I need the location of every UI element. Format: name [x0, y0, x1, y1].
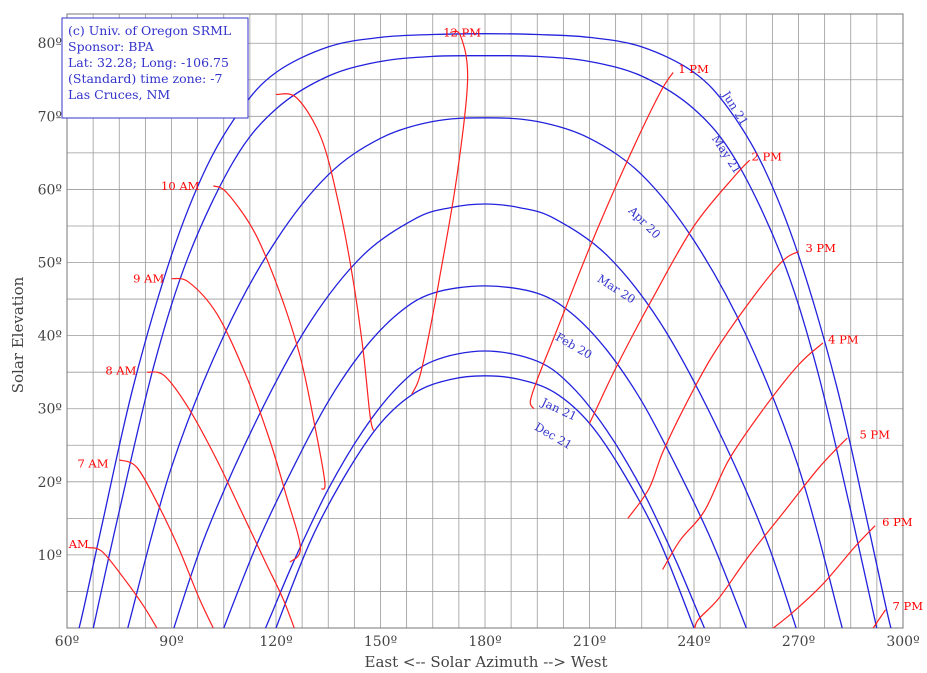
- hour-label-12-pm: 12 PM: [443, 25, 481, 39]
- hour-line-2-pm: [588, 159, 751, 424]
- x-tick-label: 210º: [573, 634, 606, 650]
- hour-line-10-am: [213, 185, 326, 490]
- date-line-jun-21: [78, 33, 892, 628]
- x-tick-label: 300º: [886, 634, 919, 650]
- hour-label-10-am: 10 AM: [161, 179, 200, 193]
- y-tick-label: 30º: [38, 402, 62, 418]
- hour-label-3-pm: 3 PM: [805, 241, 836, 255]
- hour-line-12-pm: [411, 30, 469, 395]
- date-line-apr-20: [127, 117, 843, 628]
- y-axis-title: Solar Elevation: [9, 276, 27, 393]
- x-tick-label: 120º: [259, 634, 292, 650]
- hour-line-3-pm: [627, 251, 799, 519]
- date-line-jan-21: [264, 350, 706, 628]
- plot-border: [66, 13, 904, 629]
- hour-line-1-pm: [529, 72, 674, 410]
- x-tick-label: 90º: [159, 634, 183, 650]
- hour-label-6-am: AM: [68, 537, 89, 551]
- x-tick-label: 60º: [55, 634, 79, 650]
- date-lines: [78, 33, 892, 628]
- hour-label-2-pm: 2 PM: [751, 150, 782, 164]
- hour-line-7-am: [119, 459, 214, 628]
- info-line: Sponsor: BPA: [68, 39, 155, 54]
- y-tick-label: 60º: [38, 182, 62, 198]
- info-box: (c) Univ. of Oregon SRML Sponsor: BPA La…: [61, 17, 249, 119]
- info-line: Las Cruces, NM: [68, 87, 170, 102]
- y-tick-label: 50º: [38, 256, 62, 272]
- hour-line-7-pm: [872, 609, 887, 628]
- hour-label-5-pm: 5 PM: [859, 427, 890, 441]
- hour-label-1-pm: 1 PM: [678, 62, 709, 76]
- date-line-dec-21: [275, 375, 695, 628]
- hour-label-7-pm: 7 PM: [893, 599, 924, 613]
- y-tick-label: 20º: [38, 475, 62, 491]
- hour-line-9-am: [171, 277, 302, 563]
- hour-label-6-pm: 6 PM: [882, 515, 913, 529]
- info-line: (c) Univ. of Oregon SRML: [68, 23, 231, 38]
- hour-label-8-am: 8 AM: [105, 364, 136, 378]
- hour-label-4-pm: 4 PM: [828, 332, 859, 346]
- x-tick-label: 150º: [364, 634, 397, 650]
- date-line-mar-20: [173, 203, 797, 628]
- hour-line-4-pm: [662, 342, 824, 570]
- hour-line-6-am: [87, 547, 158, 628]
- y-tick-label: 10º: [38, 548, 62, 564]
- x-tick-label: 180º: [468, 634, 501, 650]
- x-axis-title: East <-- Solar Azimuth --> West: [365, 653, 608, 671]
- y-tick-label: 40º: [38, 329, 62, 345]
- date-line-may-21: [92, 55, 878, 628]
- hour-label-9-am: 9 AM: [133, 272, 164, 286]
- plot-frame: [66, 13, 904, 629]
- x-tick-label: 270º: [782, 634, 815, 650]
- y-tick-label: 80º: [38, 36, 62, 52]
- y-tick-label: 70º: [38, 109, 62, 125]
- info-line: Lat: 32.28; Long: -106.75: [68, 55, 229, 70]
- hour-line-8-am: [146, 371, 295, 628]
- date-line-feb-20: [223, 285, 747, 628]
- hour-lines: [87, 30, 887, 628]
- x-tick-label: 240º: [677, 634, 710, 650]
- info-line: (Standard) time zone: -7: [68, 71, 222, 86]
- hour-line-6-pm: [772, 525, 876, 628]
- hour-line-11-am: [275, 93, 375, 431]
- tick-labels: 60º 90º 120º 150º 180º 210º 240º 270º 300º 10º 20º…: [38, 36, 920, 650]
- hour-label-7-am: 7 AM: [77, 457, 108, 471]
- hour-line-5-pm: [694, 437, 848, 628]
